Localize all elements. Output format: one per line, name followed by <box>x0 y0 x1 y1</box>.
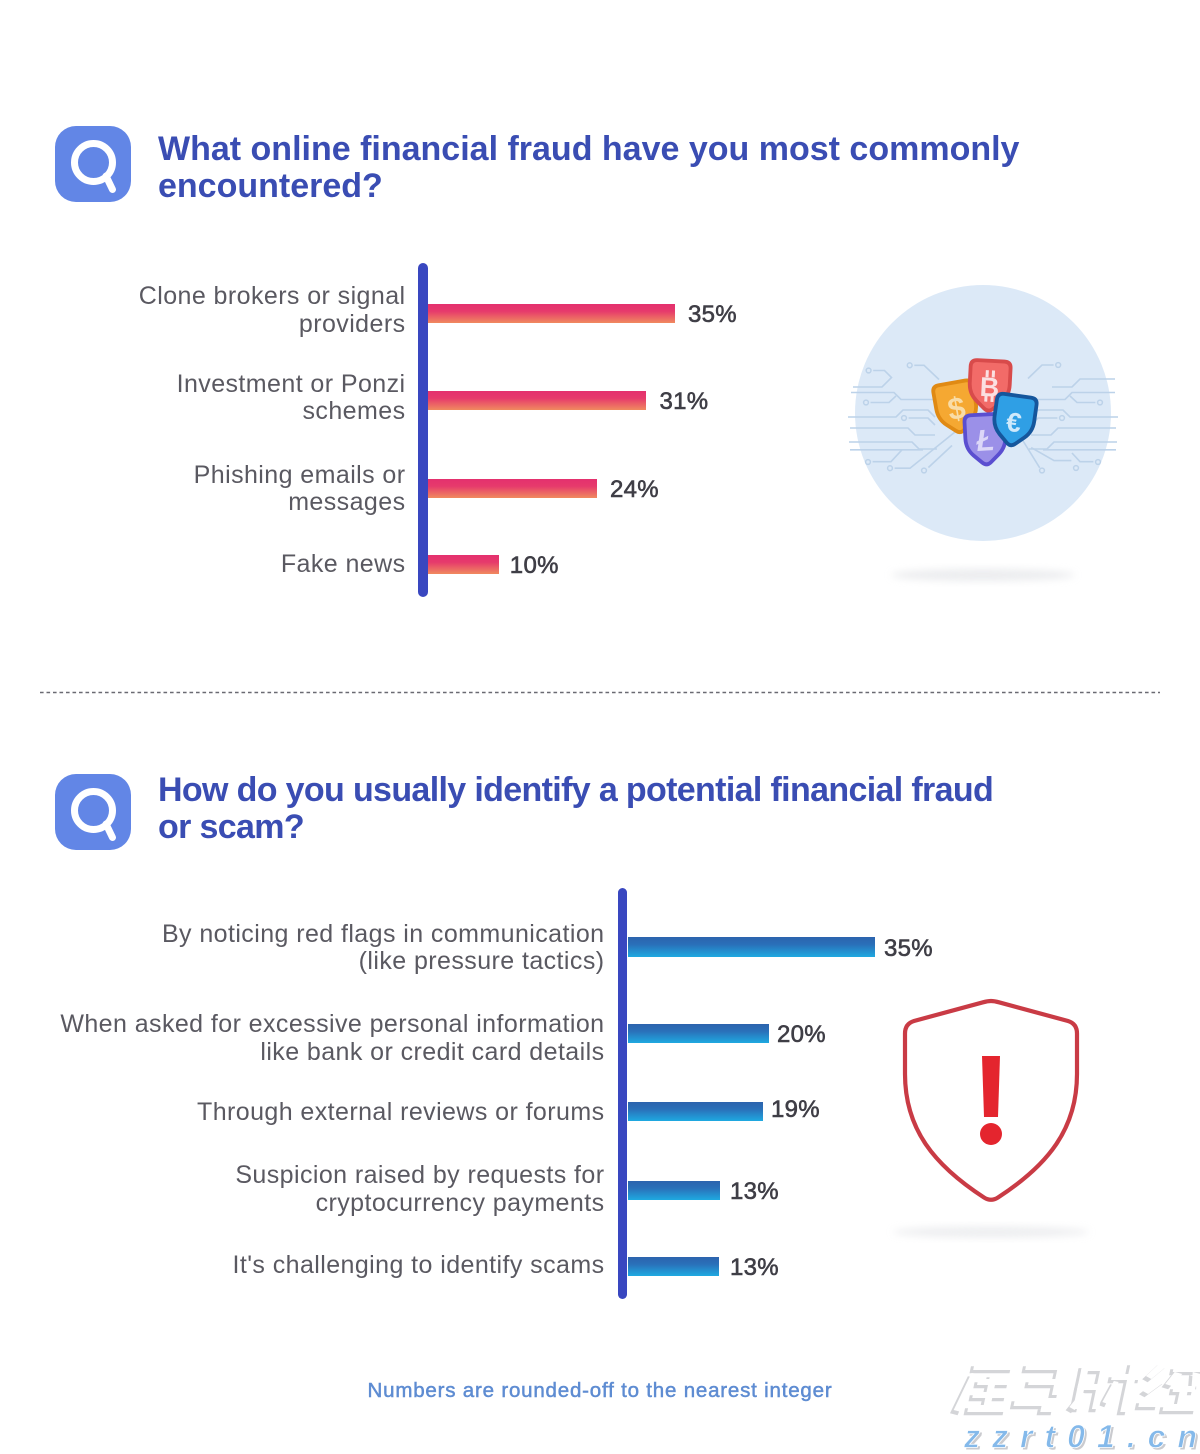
svg-text:zzrt01.cn: zzrt01.cn <box>965 1421 1200 1454</box>
svg-text:B: B <box>979 372 1000 403</box>
svg-text:Ł: Ł <box>975 424 996 458</box>
svg-text:zzrt01.cn: zzrt01.cn <box>963 1419 1200 1454</box>
svg-text:€: € <box>1004 407 1023 439</box>
svg-text:$: $ <box>945 390 968 427</box>
